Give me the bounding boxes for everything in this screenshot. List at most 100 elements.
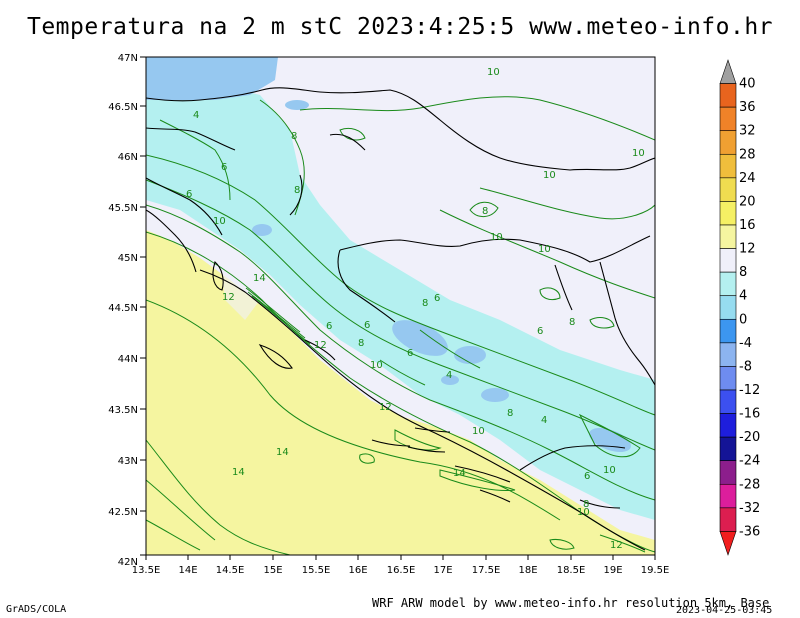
x-tick-label: 16.5E — [387, 565, 416, 576]
colorbar-label: -4 — [739, 336, 752, 351]
contour-label: 8 — [422, 298, 428, 309]
run-date: 2023-04-25-03:45 — [676, 605, 773, 616]
colorbar-label: -12 — [739, 383, 760, 398]
contour-label: 8 — [291, 131, 297, 142]
contour-label: 6 — [186, 189, 192, 200]
colorbar-swatch — [719, 436, 737, 462]
y-tick-label: 46N — [118, 152, 138, 163]
contour-label: 8 — [507, 408, 513, 419]
y-tick-label: 45.5N — [108, 203, 138, 214]
colorbar-label: 36 — [739, 100, 756, 115]
contour-label: 6 — [407, 348, 413, 359]
contour-label: 6 — [537, 326, 543, 337]
contour-label: 12 — [379, 402, 392, 413]
y-axis — [140, 56, 146, 556]
contour-label: 10 — [472, 426, 485, 437]
colorbar-swatch — [719, 177, 737, 202]
contour-label: 8 — [294, 185, 300, 196]
contour-label: 6 — [584, 471, 590, 482]
contour-label: 12 — [222, 292, 235, 303]
contour-label: 14 — [453, 468, 466, 479]
x-tick-labels: 13.5E 14E 14.5E 15E 15.5E 16E 16.5E 17E … — [132, 565, 670, 576]
colorbar-label: -32 — [739, 501, 760, 516]
contour-label: 12 — [314, 340, 327, 351]
colorbar-swatch — [719, 507, 737, 532]
colorbar-swatch — [719, 224, 737, 249]
x-tick-label: 13.5E — [132, 565, 161, 576]
colorbar-swatch — [719, 295, 737, 320]
colorbar-swatch — [719, 83, 737, 108]
colorbar: 4036322824201612840-4-8-12-16-20-24-28-3… — [719, 59, 760, 556]
x-axis — [145, 555, 656, 560]
x-tick-label: 16E — [348, 565, 367, 576]
software-credit: GrADS/COLA — [6, 604, 67, 615]
x-tick-label: 19.5E — [641, 565, 670, 576]
contour-label: 6 — [221, 162, 227, 173]
contour-label: 10 — [577, 507, 590, 518]
y-tick-label: 44N — [118, 354, 138, 365]
y-tick-label: 42N — [118, 557, 138, 568]
contour-label: 10 — [487, 67, 500, 78]
x-tick-label: 18E — [518, 565, 537, 576]
temperature-field — [146, 57, 655, 555]
colorbar-swatch — [719, 271, 737, 297]
contour-label: 10 — [632, 148, 645, 159]
model-credit: WRF ARW model by www.meteo-info.hr resol… — [372, 596, 770, 610]
contour-label: 6 — [434, 293, 440, 304]
contour-label: 10 — [603, 465, 616, 476]
colorbar-swatch — [719, 106, 737, 132]
contour-label: 14 — [232, 467, 245, 478]
colorbar-label: 12 — [739, 242, 756, 257]
contour-label: 6 — [364, 320, 370, 331]
colorbar-label: 40 — [739, 77, 756, 92]
x-tick-label: 17.5E — [472, 565, 501, 576]
colorbar-label: 16 — [739, 218, 756, 233]
map-title: Temperatura na 2 m stC 2023:4:25:5 www.m… — [26, 14, 774, 40]
y-tick-labels: 47N 46.5N 46N 45.5N 45N 44.5N 44N 43.5N … — [108, 53, 138, 568]
colorbar-label: -20 — [739, 430, 760, 445]
colorbar-swatch — [719, 460, 737, 485]
colorbar-label: 8 — [739, 265, 747, 280]
colorbar-swatch — [719, 342, 737, 367]
colorbar-label: -28 — [739, 477, 760, 492]
colorbar-swatch — [719, 389, 737, 414]
colorbar-label: -36 — [739, 524, 760, 539]
colorbar-label: 28 — [739, 147, 756, 162]
colorbar-swatch — [719, 366, 737, 391]
colorbar-swatch — [719, 153, 737, 179]
contour-label: 14 — [276, 447, 289, 458]
contour-labels: 10 10 10 10 10 10 10 10 10 10 12 12 12 1… — [186, 67, 645, 551]
x-tick-label: 19E — [603, 565, 622, 576]
x-tick-label: 14.5E — [216, 565, 245, 576]
contour-label: 4 — [446, 370, 452, 381]
contour-label: 8 — [482, 206, 488, 217]
contour-label: 12 — [610, 540, 623, 551]
colorbar-arrow-top — [719, 59, 737, 84]
contour-label: 4 — [193, 110, 199, 121]
contour-label: 10 — [543, 170, 556, 181]
colorbar-swatch — [719, 318, 737, 344]
colorbar-arrow-bottom — [719, 531, 737, 556]
y-tick-label: 46.5N — [108, 102, 138, 113]
colorbar-label: 20 — [739, 194, 756, 209]
colorbar-label: 32 — [739, 124, 756, 139]
y-tick-label: 43N — [118, 456, 138, 467]
contour-label: 10 — [490, 232, 503, 243]
y-tick-label: 42.5N — [108, 507, 138, 518]
colorbar-swatch — [719, 413, 737, 438]
colorbar-label: -16 — [739, 407, 760, 422]
colorbar-label: 0 — [739, 312, 747, 327]
x-tick-label: 18.5E — [557, 565, 586, 576]
colorbar-label: -8 — [739, 359, 752, 374]
colorbar-label: 24 — [739, 171, 756, 186]
contour-label: 4 — [541, 415, 547, 426]
contour-label: 8 — [569, 317, 575, 328]
x-tick-label: 15.5E — [302, 565, 331, 576]
y-tick-label: 47N — [118, 53, 138, 64]
contour-label: 6 — [326, 321, 332, 332]
x-tick-label: 14E — [178, 565, 197, 576]
x-tick-label: 17E — [433, 565, 452, 576]
contour-label: 10 — [538, 244, 551, 255]
y-tick-label: 45N — [118, 253, 138, 264]
